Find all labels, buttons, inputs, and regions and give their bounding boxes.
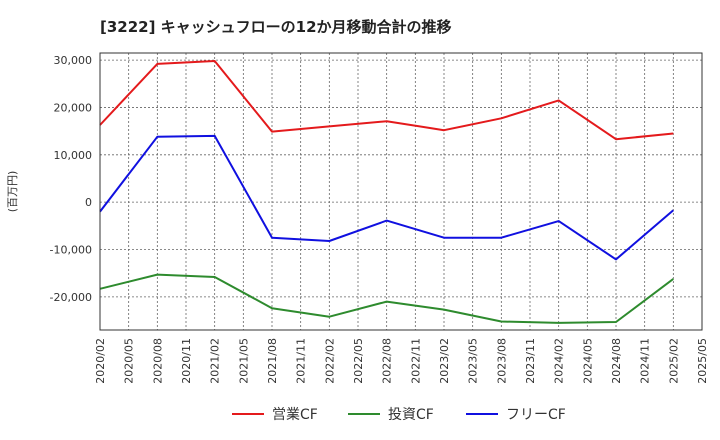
x-tick-label: 2022/02 [323,338,336,384]
x-tick-label: 2022/08 [381,338,394,384]
x-tick-label: 2021/08 [266,338,279,384]
x-tick-label: 2020/08 [151,338,164,384]
x-tick-label: 2024/08 [610,338,623,384]
y-axis-label: (百万円) [6,171,19,213]
chart-title: [3222] キャッシュフローの12か月移動合計の推移 [100,18,452,36]
legend-label: 投資CF [388,407,434,423]
y-tick-label: -10,000 [50,244,92,257]
plot-frame [99,52,703,331]
grid [100,53,702,330]
x-tick-label: 2023/02 [438,338,451,384]
legend-label: 営業CF [272,407,318,423]
x-tick-label: 2022/05 [352,338,365,384]
x-tick-label: 2021/11 [295,338,308,384]
x-tick-label: 2025/05 [696,338,709,384]
y-tick-label: -20,000 [50,291,92,304]
x-axis: 2020/02 2020/05 2020/08 2020/11 2021/02 2021/… [94,338,709,384]
x-tick-label: 2020/02 [94,338,107,384]
y-tick-label: 20,000 [54,101,93,114]
y-axis: 30,000 20,000 10,000 0 -10,000 -20,000 [50,54,92,304]
y-tick-label: 10,000 [54,149,93,162]
series-line-1 [99,60,674,141]
x-tick-label: 2020/05 [123,338,136,384]
x-tick-label: 2024/02 [553,338,566,384]
x-tick-label: 2022/11 [409,338,422,384]
legend: 営業CF 投資CF フリーCF [232,407,566,423]
x-tick-label: 2021/02 [209,338,222,384]
x-tick-label: 2024/05 [581,338,594,384]
x-tick-label: 2025/02 [667,338,680,384]
y-tick-label: 30,000 [54,54,93,67]
x-tick-label: 2021/05 [237,338,250,384]
x-tick-label: 2023/11 [524,338,537,384]
y-tick-label: 0 [85,196,92,209]
x-tick-label: 2020/11 [180,338,193,384]
x-tick-label: 2024/11 [639,338,652,384]
x-tick-label: 2023/08 [495,338,508,384]
legend-label: フリーCF [506,407,566,423]
series-line-3 [99,134,674,261]
series-line-2 [99,273,674,324]
x-tick-label: 2023/05 [467,338,480,384]
series-layer [99,60,674,324]
